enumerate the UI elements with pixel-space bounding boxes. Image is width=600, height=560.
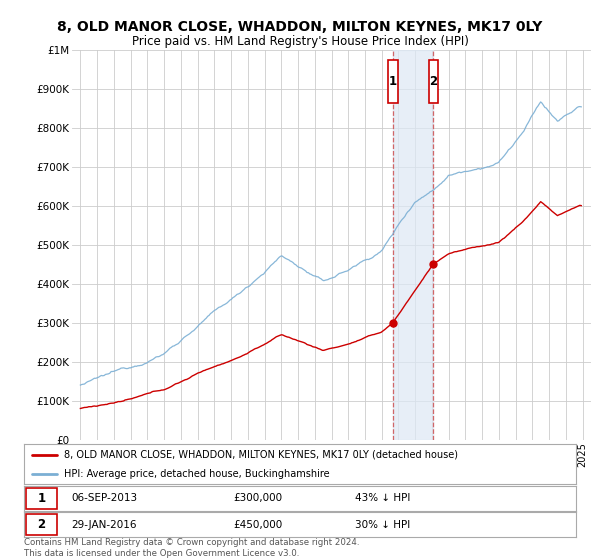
Text: HPI: Average price, detached house, Buckinghamshire: HPI: Average price, detached house, Buck… xyxy=(64,469,329,478)
Text: 2: 2 xyxy=(37,518,46,531)
Text: 2: 2 xyxy=(429,75,437,88)
Text: 06-SEP-2013: 06-SEP-2013 xyxy=(71,493,137,503)
Text: 43% ↓ HPI: 43% ↓ HPI xyxy=(355,493,410,503)
Text: 29-JAN-2016: 29-JAN-2016 xyxy=(71,520,136,530)
FancyBboxPatch shape xyxy=(428,60,438,103)
Text: £300,000: £300,000 xyxy=(234,493,283,503)
Text: £450,000: £450,000 xyxy=(234,520,283,530)
Text: 1: 1 xyxy=(389,75,397,88)
Bar xyxy=(393,50,433,440)
FancyBboxPatch shape xyxy=(388,60,398,103)
Text: Price paid vs. HM Land Registry's House Price Index (HPI): Price paid vs. HM Land Registry's House … xyxy=(131,35,469,48)
FancyBboxPatch shape xyxy=(26,515,56,535)
Text: 30% ↓ HPI: 30% ↓ HPI xyxy=(355,520,410,530)
Text: 8, OLD MANOR CLOSE, WHADDON, MILTON KEYNES, MK17 0LY: 8, OLD MANOR CLOSE, WHADDON, MILTON KEYN… xyxy=(58,20,542,34)
Text: Contains HM Land Registry data © Crown copyright and database right 2024.
This d: Contains HM Land Registry data © Crown c… xyxy=(24,538,359,558)
Text: 8, OLD MANOR CLOSE, WHADDON, MILTON KEYNES, MK17 0LY (detached house): 8, OLD MANOR CLOSE, WHADDON, MILTON KEYN… xyxy=(64,450,458,460)
FancyBboxPatch shape xyxy=(26,488,56,508)
Text: 1: 1 xyxy=(37,492,46,505)
